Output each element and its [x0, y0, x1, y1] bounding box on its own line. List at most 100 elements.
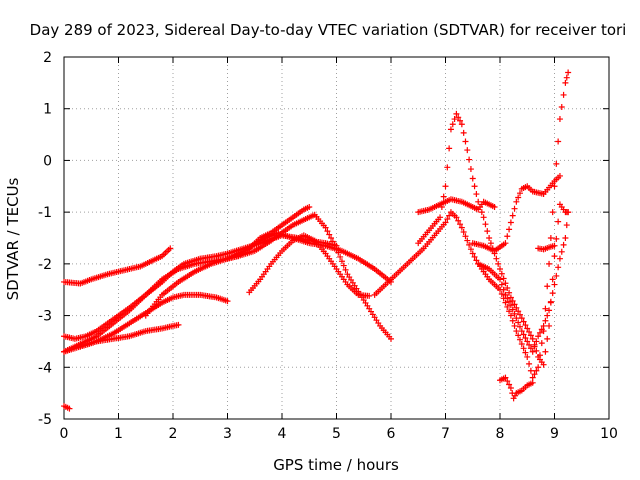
series-track-1: [61, 245, 174, 287]
data-point: [516, 311, 523, 318]
data-point: [502, 299, 509, 306]
data-point: [460, 129, 467, 136]
data-point: [444, 164, 451, 171]
data-point: [482, 221, 489, 228]
data-point: [457, 117, 464, 124]
series-track-11: [415, 110, 572, 368]
data-point: [462, 138, 469, 145]
data-point: [451, 116, 458, 123]
series-track-12: [415, 196, 498, 216]
data-point: [511, 301, 518, 308]
data-point: [522, 349, 529, 356]
data-point: [504, 284, 511, 291]
y-tick-label: -1: [38, 205, 52, 221]
data-point: [224, 298, 231, 305]
data-point: [556, 172, 563, 179]
data-point: [388, 335, 394, 342]
data-point: [536, 329, 543, 336]
data-point: [529, 348, 536, 355]
data-point: [531, 371, 538, 378]
x-tick-labels: 0 1 2 3 4 5 6 7 8 9 10: [60, 426, 618, 442]
y-tick-label: 2: [43, 50, 52, 66]
data-point: [473, 257, 480, 264]
data-point: [544, 335, 551, 342]
data-point: [507, 312, 514, 319]
data-point: [544, 312, 551, 319]
data-point: [507, 302, 514, 309]
data-point: [547, 299, 554, 306]
data-point: [522, 322, 529, 329]
data-point: [487, 240, 494, 247]
x-axis-label: GPS time / hours: [273, 456, 399, 474]
data-point: [520, 331, 527, 338]
data-point: [506, 226, 513, 233]
data-point: [522, 334, 529, 341]
data-point: [326, 231, 333, 238]
data-point: [551, 281, 558, 288]
data-point: [546, 322, 553, 329]
data-point: [447, 126, 454, 133]
data-point: [527, 367, 534, 374]
data-point: [547, 235, 554, 241]
series-track-5: [61, 291, 231, 355]
series-track-2: [61, 403, 73, 412]
data-point: [535, 364, 542, 371]
data-point: [542, 305, 549, 312]
data-point: [497, 266, 503, 273]
series-track-16: [535, 242, 558, 253]
data-point: [524, 353, 531, 360]
data-point: [366, 292, 373, 299]
data-point: [457, 221, 464, 228]
data-point: [66, 405, 73, 412]
data-point: [340, 262, 347, 269]
data-point: [515, 194, 522, 201]
data-point: [506, 298, 513, 305]
series-track-7: [142, 211, 394, 342]
data-point: [507, 219, 514, 226]
series-track-9: [224, 229, 394, 285]
data-point: [538, 340, 545, 347]
data-point: [475, 198, 482, 205]
data-point: [555, 138, 562, 145]
data-point: [458, 224, 465, 231]
data-point: [464, 237, 471, 244]
data-point: [536, 352, 543, 359]
data-point: [464, 147, 471, 154]
data-point: [498, 291, 505, 298]
data-point: [497, 276, 503, 283]
data-point: [560, 241, 567, 248]
data-point: [549, 290, 556, 297]
data-point: [328, 235, 335, 241]
x-tick-label: 7: [441, 426, 450, 442]
data-point: [506, 308, 513, 315]
data-point: [546, 260, 553, 267]
data-point: [306, 203, 313, 210]
data-point: [338, 258, 345, 265]
series-track-6: [77, 321, 182, 350]
y-tick-label: 0: [43, 153, 52, 169]
data-point: [529, 379, 536, 386]
data-point: [558, 103, 565, 110]
data-point: [466, 241, 473, 248]
series-track-3: [61, 232, 340, 342]
data-point: [504, 303, 511, 310]
data-point: [478, 209, 485, 216]
data-point: [509, 297, 516, 304]
data-point: [455, 114, 462, 121]
data-point: [546, 307, 553, 314]
data-point: [480, 214, 487, 221]
data-point: [515, 332, 522, 339]
x-tick-label: 0: [60, 426, 69, 442]
data-point: [467, 166, 474, 173]
data-point: [493, 255, 500, 262]
data-point: [542, 348, 549, 355]
data-point: [562, 235, 569, 241]
data-point: [553, 160, 560, 167]
data-point: [455, 217, 462, 224]
y-tick-label: -2: [38, 257, 52, 273]
data-point: [549, 209, 556, 216]
x-tick-label: 6: [387, 426, 396, 442]
data-point: [446, 212, 453, 219]
data-point: [442, 183, 449, 190]
